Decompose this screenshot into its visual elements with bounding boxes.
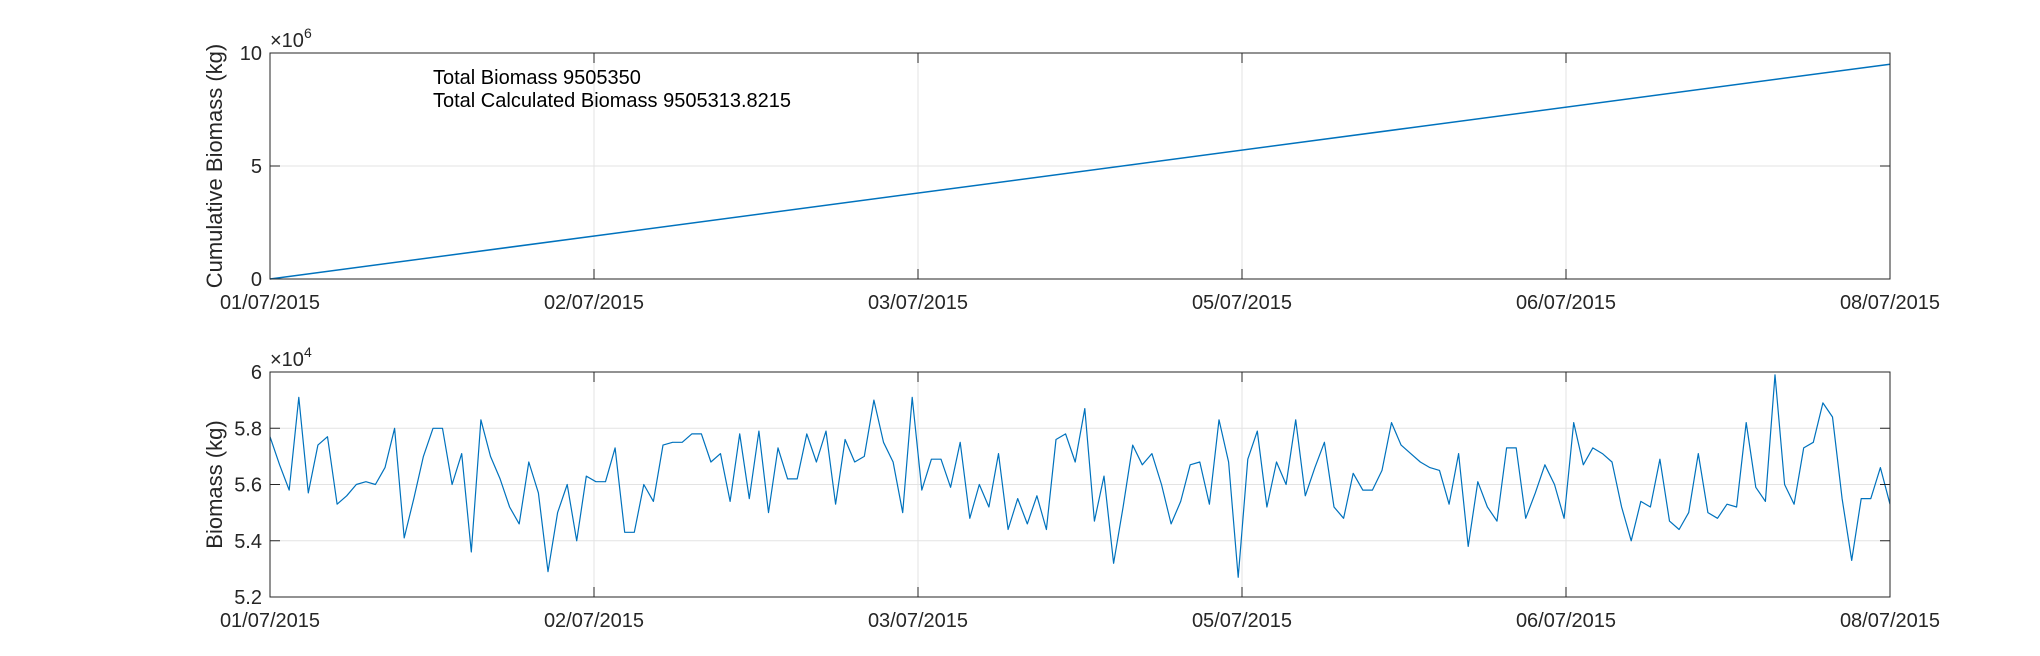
x-tick-label: 06/07/2015 xyxy=(1516,292,1616,314)
y-axis-label: Biomass (kg) xyxy=(202,420,227,548)
y-axis-label: Cumulative Biomass (kg) xyxy=(202,44,227,289)
y-exponent-label: ×106 xyxy=(270,25,312,52)
x-tick-label: 06/07/2015 xyxy=(1516,610,1616,632)
y-tick-label: 6 xyxy=(251,362,262,384)
y-tick-label: 5.8 xyxy=(234,418,262,440)
x-tick-label: 05/07/2015 xyxy=(1192,292,1292,314)
y-tick-label: 10 xyxy=(240,43,262,65)
y-tick-label: 5.6 xyxy=(234,475,262,497)
grid-lines xyxy=(269,371,1891,598)
x-tick-label: 03/07/2015 xyxy=(868,292,968,314)
biomass-chart: 01/07/2015 02/07/2015 03/07/2015 05/07/2015… xyxy=(202,344,1940,632)
biomass-line xyxy=(269,374,1891,578)
x-tick-label: 08/07/2015 xyxy=(1840,610,1940,632)
y-tick-label: 5.4 xyxy=(234,531,262,553)
x-tick-label: 05/07/2015 xyxy=(1192,610,1292,632)
y-tick-labels: 5.2 5.4 5.6 5.8 6 xyxy=(234,362,262,609)
y-tick-labels: 0 5 10 xyxy=(240,43,262,291)
cumulative-biomass-line xyxy=(269,63,1891,280)
y-tick-label: 5.2 xyxy=(234,587,262,609)
x-tick-label: 02/07/2015 xyxy=(544,292,644,314)
x-tick-labels: 01/07/2015 02/07/2015 03/07/2015 05/07/2015… xyxy=(220,292,1940,314)
tick-marks xyxy=(269,52,1891,280)
x-tick-label: 08/07/2015 xyxy=(1840,292,1940,314)
y-exponent-label: ×104 xyxy=(270,344,312,371)
cumulative-biomass-chart: 01/07/2015 02/07/2015 03/07/2015 05/07/2015… xyxy=(202,25,1940,314)
x-tick-labels: 01/07/2015 02/07/2015 03/07/2015 05/07/2015… xyxy=(220,610,1940,632)
x-tick-label: 01/07/2015 xyxy=(220,292,320,314)
total-biomass-annotation: Total Biomass 9505350 xyxy=(433,67,641,89)
x-tick-label: 02/07/2015 xyxy=(544,610,644,632)
x-tick-label: 03/07/2015 xyxy=(868,610,968,632)
total-calculated-biomass-annotation: Total Calculated Biomass 9505313.8215 xyxy=(433,90,791,112)
y-tick-label: 5 xyxy=(251,156,262,178)
tick-marks xyxy=(269,371,1891,598)
y-tick-label: 0 xyxy=(251,269,262,291)
x-tick-label: 01/07/2015 xyxy=(220,610,320,632)
